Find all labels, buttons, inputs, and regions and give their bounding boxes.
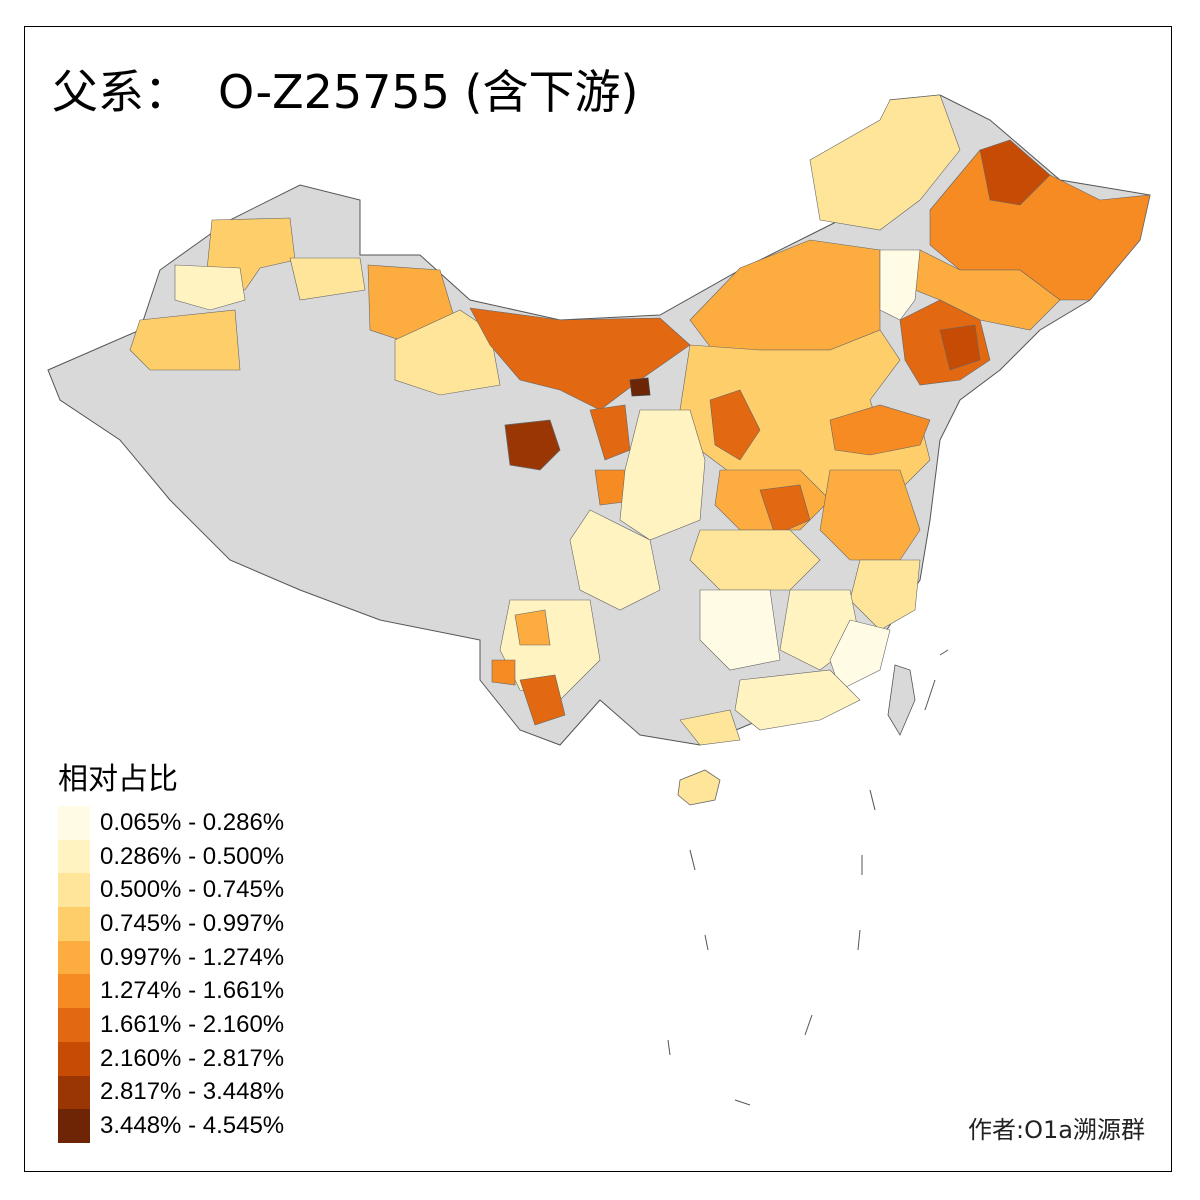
legend-swatch: [58, 907, 90, 941]
author-credit: 作者:O1a溯源群: [968, 1116, 1145, 1144]
legend-swatch: [58, 1008, 90, 1042]
region-xinjiang-west: [129, 309, 241, 371]
legend-swatch: [58, 940, 90, 975]
map-title: 父系： O-Z25755 (含下游): [52, 56, 638, 122]
region-henan-hot: [759, 484, 811, 536]
legend-swatch: [58, 839, 90, 874]
legend-label: 0.745% - 0.997%: [100, 909, 285, 937]
region-taiwan: [887, 664, 916, 736]
region-yunnan-southwest: [491, 659, 516, 686]
region-yunnan-south: [519, 674, 566, 726]
legend-swatch: [58, 1075, 90, 1110]
legend-label: 0.065% - 0.286%: [100, 808, 285, 836]
region-ordos-hotspot: [629, 377, 651, 397]
legend-label: 0.286% - 0.500%: [100, 842, 285, 870]
legend-item: 0.286% - 0.500%: [58, 839, 285, 874]
region-hainan: [677, 769, 721, 806]
legend-item: 2.817% - 3.448%: [58, 1075, 285, 1110]
region-xinjiang-north-c: [289, 257, 366, 301]
legend-swatch: [58, 806, 90, 840]
legend-label: 3.448% - 4.545%: [100, 1112, 285, 1140]
legend-item: 3.448% - 4.545%: [58, 1109, 284, 1143]
title-prefix: 父系：: [52, 65, 190, 119]
region-shanxi-hot: [709, 389, 761, 461]
region-fujian: [829, 619, 891, 691]
legend-swatch: [58, 1041, 90, 1076]
region-xinjiang-north-b: [174, 264, 246, 311]
legend-label: 0.997% - 1.274%: [100, 943, 285, 971]
legend-item: 0.065% - 0.286%: [58, 806, 284, 840]
region-inner-mongolia-west: [469, 307, 691, 411]
region-guangxi-south: [679, 709, 741, 746]
region-west-liaoning: [879, 249, 921, 321]
region-north-china: [679, 329, 931, 501]
legend-item: 0.500% - 0.745%: [58, 873, 285, 908]
region-shandong: [829, 404, 931, 456]
region-hunan: [699, 589, 781, 671]
title-haplogroup: O-Z25755 (含下游): [218, 65, 639, 119]
region-liaoning-core: [939, 324, 981, 371]
legend-label: 2.817% - 3.448%: [100, 1078, 285, 1106]
legend-label: 1.274% - 1.661%: [100, 977, 285, 1005]
legend-label: 2.160% - 2.817%: [100, 1044, 285, 1072]
legend-swatch: [58, 873, 90, 908]
region-sichuan-east: [569, 509, 661, 611]
region-shaanxi: [619, 409, 706, 541]
legend-item: 1.661% - 2.160%: [58, 1008, 284, 1042]
region-guangdong: [734, 669, 861, 731]
region-qinghai-north: [394, 309, 501, 396]
legend-swatch: [58, 974, 90, 1009]
legend-label: 1.661% - 2.160%: [100, 1010, 285, 1038]
south-china-sea-islands: [667, 649, 949, 1106]
legend-item: 0.745% - 0.997%: [58, 907, 284, 941]
region-heilongjiang-north: [979, 139, 1051, 206]
legend-label: 0.500% - 0.745%: [100, 876, 285, 904]
legend-swatch: [58, 1109, 90, 1143]
legend-title: 相对占比: [58, 762, 178, 797]
region-zhejiang: [849, 559, 921, 631]
legend-item: 0.997% - 1.274%: [58, 940, 285, 975]
legend: 0.065% - 0.286% 0.286% - 0.500% 0.500% -…: [58, 806, 284, 1143]
legend-item: 2.160% - 2.817%: [58, 1041, 285, 1076]
legend-item: 1.274% - 1.661%: [58, 974, 285, 1009]
region-jilin: [914, 249, 1061, 331]
region-inner-mongolia-northeast: [809, 94, 961, 231]
region-yunnan-west: [514, 609, 551, 646]
region-qinghai-core: [504, 419, 561, 471]
